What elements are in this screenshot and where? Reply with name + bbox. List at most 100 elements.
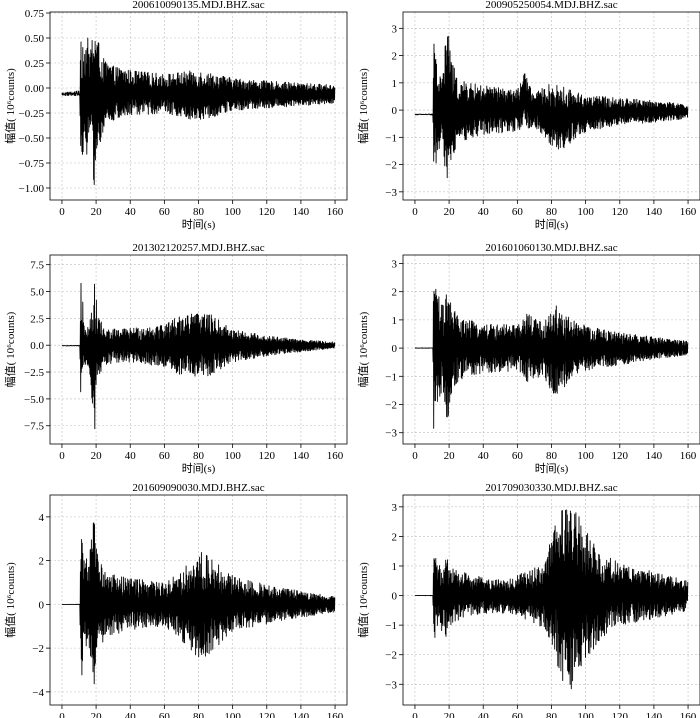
x-tick-label: 80	[546, 450, 558, 462]
x-tick-label: 140	[646, 711, 663, 718]
chart-title: 201302120257.MDJ.BHZ.sac	[132, 242, 264, 254]
x-tick-label: 160	[327, 206, 344, 218]
x-tick-label: 120	[612, 711, 629, 718]
x-tick-label: 160	[680, 711, 697, 718]
x-tick-label: 100	[577, 206, 594, 218]
x-tick-label: 20	[444, 450, 456, 462]
x-tick-label: 100	[224, 206, 241, 218]
y-tick-label: −5.0	[24, 394, 44, 406]
x-tick-label: 20	[91, 206, 103, 218]
y-tick-label: 0.50	[25, 33, 45, 45]
y-tick-label: −1	[385, 371, 397, 383]
x-tick-label: 140	[646, 450, 663, 462]
y-tick-label: 1	[392, 78, 398, 90]
y-tick-label: 0.75	[25, 8, 45, 20]
y-tick-label: 2	[392, 51, 398, 63]
x-tick-label: 120	[259, 450, 276, 462]
y-tick-label: −3	[385, 187, 397, 199]
y-axis-label: 幅值( 10⁶counts)	[357, 311, 370, 387]
x-tick-label: 40	[478, 206, 490, 218]
y-tick-label: 5.0	[30, 287, 44, 299]
x-tick-label: 20	[91, 711, 103, 718]
y-tick-label: −3	[385, 679, 397, 691]
x-tick-label: 160	[680, 206, 697, 218]
y-tick-label: 1	[392, 315, 398, 327]
chart-title: 201709030330.MDJ.BHZ.sac	[485, 482, 617, 494]
x-tick-label: 100	[224, 711, 241, 718]
y-tick-label: 2	[392, 531, 398, 543]
x-tick-label: 60	[512, 711, 524, 718]
y-tick-label: −1	[385, 132, 397, 144]
waveform-trace	[414, 35, 689, 179]
y-tick-label: 0.0	[30, 340, 44, 352]
x-tick-label: 0	[412, 711, 418, 718]
x-tick-label: 140	[293, 450, 310, 462]
y-tick-label: −0.50	[19, 133, 45, 145]
y-tick-label: −2	[385, 160, 397, 172]
x-tick-label: 40	[478, 450, 490, 462]
x-tick-label: 20	[444, 711, 456, 718]
x-tick-label: 0	[412, 450, 418, 462]
y-axis-label: 幅值( 10⁶counts)	[4, 311, 17, 387]
y-tick-label: −0.75	[19, 158, 45, 170]
x-tick-label: 140	[293, 711, 310, 718]
x-tick-label: 60	[159, 206, 171, 218]
y-tick-label: −2.5	[24, 367, 44, 379]
plot-frame	[49, 254, 348, 445]
x-axis-label: 时间(s)	[535, 462, 569, 475]
x-tick-label: 80	[546, 206, 558, 218]
y-tick-label: 3	[392, 23, 398, 35]
waveform-trace	[61, 282, 336, 430]
x-tick-label: 60	[159, 450, 171, 462]
y-tick-label: −3	[385, 428, 397, 440]
y-tick-label: −2	[385, 400, 397, 412]
y-tick-label: −1	[385, 620, 397, 632]
plot-frame	[402, 494, 700, 706]
x-tick-label: 0	[59, 711, 65, 718]
plot-frame	[402, 254, 700, 445]
chart-panel-3: 201302120257.MDJ.BHZ.sac 0 20 40 60 80 100 120 1…	[4, 242, 348, 475]
x-tick-label: 160	[327, 450, 344, 462]
y-tick-label: −2	[32, 643, 44, 655]
x-tick-label: 120	[612, 450, 629, 462]
y-tick-label: −0.25	[19, 108, 45, 120]
chart-panel-1: 200610090135.MDJ.BHZ.sac 0 20 40 60 80 100 120 1…	[4, 0, 348, 231]
chart-title: 200610090135.MDJ.BHZ.sac	[132, 0, 264, 11]
x-tick-label: 80	[193, 711, 205, 718]
x-tick-label: 60	[512, 206, 524, 218]
x-tick-label: 140	[646, 206, 663, 218]
y-tick-label: −4	[32, 687, 44, 699]
y-tick-label: 0	[39, 599, 45, 611]
x-tick-label: 120	[612, 206, 629, 218]
waveform-trace	[414, 288, 689, 429]
x-tick-label: 160	[680, 450, 697, 462]
x-tick-label: 60	[512, 450, 524, 462]
x-tick-label: 120	[259, 206, 276, 218]
y-tick-label: 0	[392, 343, 398, 355]
x-tick-label: 0	[412, 206, 418, 218]
x-tick-label: 40	[478, 711, 490, 718]
y-tick-label: 0.25	[25, 58, 45, 70]
y-tick-label: 0	[392, 105, 398, 117]
y-tick-label: −2	[385, 650, 397, 662]
waveform-trace	[414, 509, 689, 690]
y-tick-label: 3	[392, 258, 398, 270]
y-tick-label: 2	[39, 556, 45, 568]
y-tick-label: 2	[392, 287, 398, 299]
x-tick-label: 0	[59, 206, 65, 218]
y-axis-label: 幅值( 10⁶counts)	[357, 68, 370, 144]
x-axis-label: 时间(s)	[535, 218, 569, 231]
x-tick-label: 20	[444, 206, 456, 218]
chart-title: 201609090030.MDJ.BHZ.sac	[132, 482, 264, 494]
y-tick-label: −7.5	[24, 421, 44, 433]
waveform-trace	[61, 37, 336, 185]
x-axis-label: 时间(s)	[182, 462, 216, 475]
x-tick-label: 40	[125, 711, 137, 718]
plot-frame	[402, 11, 700, 201]
waveform-trace	[61, 522, 336, 685]
